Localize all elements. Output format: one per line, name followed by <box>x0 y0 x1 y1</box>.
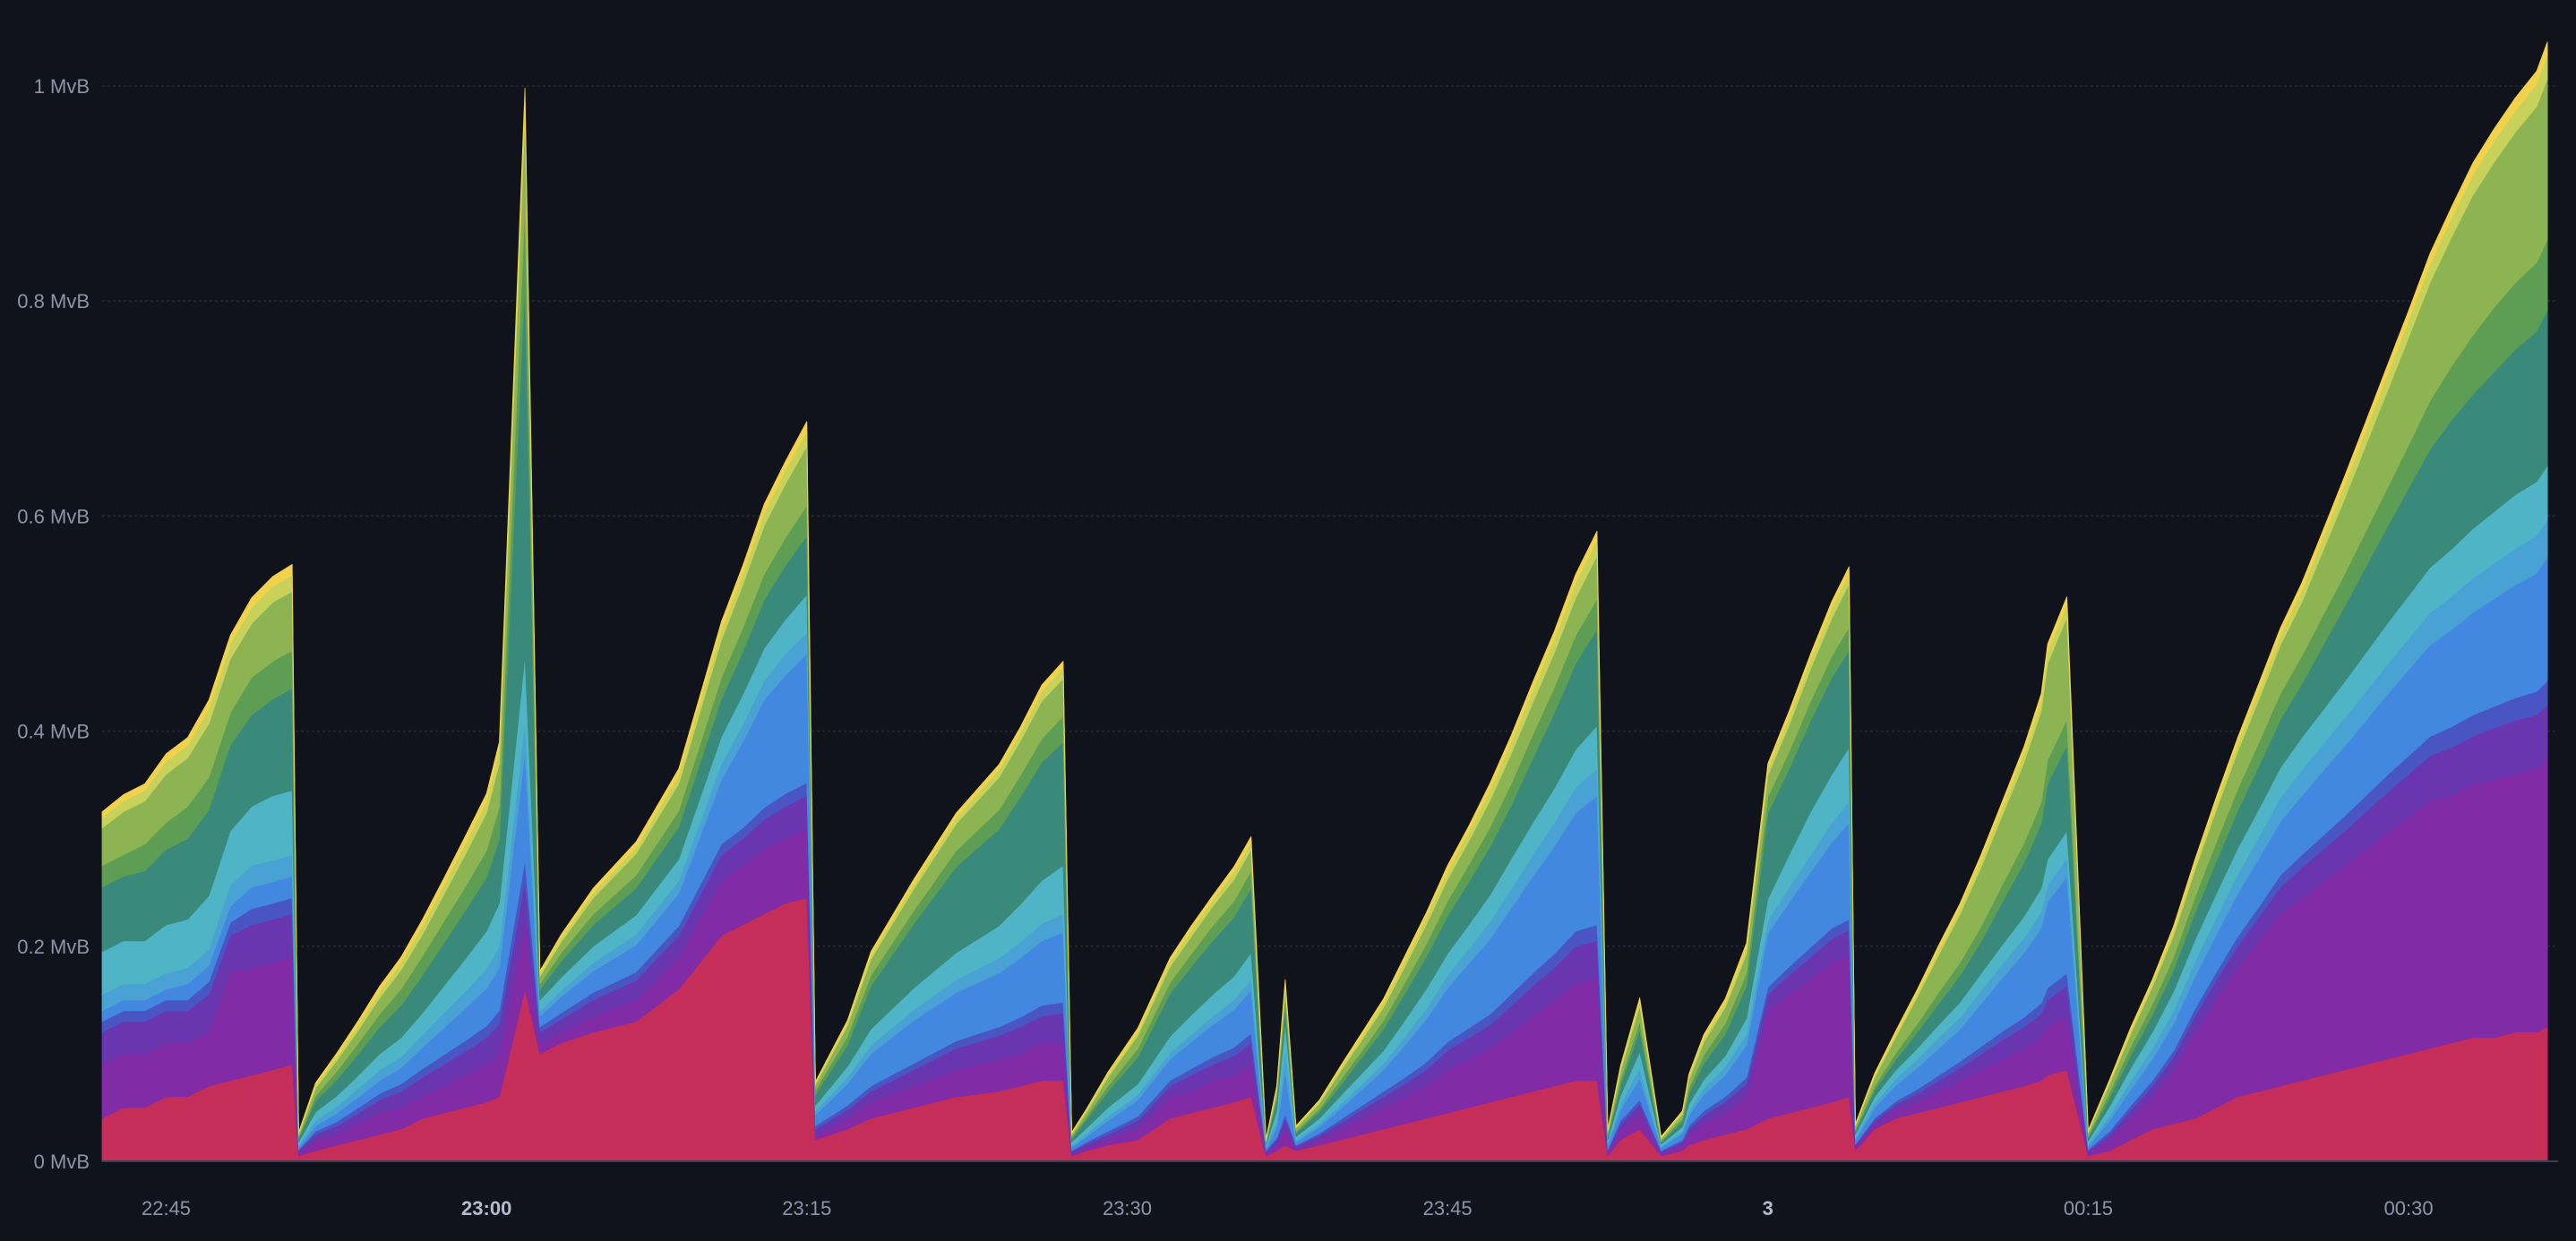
x-tick-label: 23:45 <box>1423 1197 1473 1220</box>
x-tick-label: 00:30 <box>2384 1197 2434 1220</box>
y-tick-label: 0 MvB <box>34 1151 90 1173</box>
x-axis-ticks: 22:45 23:00 23:15 23:30 23:45 3 00:15 00:30 <box>142 1197 2434 1220</box>
y-tick-label: 0.8 MvB <box>17 290 90 312</box>
y-tick-label: 1 MvB <box>34 75 90 98</box>
x-tick-label: 23:15 <box>782 1197 831 1220</box>
y-axis-ticks: 0 MvB 0.2 MvB 0.4 MvB 0.6 MvB 0.8 MvB 1 MvB <box>17 75 90 1173</box>
x-tick-label: 3 <box>1763 1197 1773 1220</box>
series-area-12 <box>101 41 2548 1141</box>
series-areas <box>101 41 2548 1162</box>
y-tick-label: 0.2 MvB <box>17 936 90 958</box>
x-tick-label: 22:45 <box>142 1197 191 1220</box>
y-tick-label: 0.4 MvB <box>17 721 90 743</box>
x-tick-label: 23:30 <box>1103 1197 1152 1220</box>
x-tick-label: 23:00 <box>461 1197 511 1220</box>
y-tick-label: 0.6 MvB <box>17 505 90 527</box>
grid-lines <box>102 85 2558 947</box>
x-tick-label: 00:15 <box>2064 1197 2113 1220</box>
